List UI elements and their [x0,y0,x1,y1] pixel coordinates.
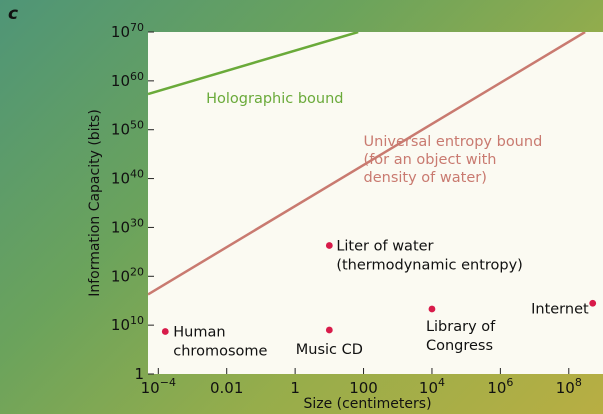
x-tick-exponent: 6 [506,376,513,389]
y-tick-exponent: 70 [130,21,144,34]
y-tick-label: 1060 [111,70,144,90]
y-tick-label: 1030 [111,216,144,236]
y-tick-base: 10 [111,170,130,188]
x-tick-label: 10−4 [141,376,176,397]
x-tick-label: 106 [487,376,513,397]
series-line-universal-entropy-bound [148,32,586,296]
y-tick-base: 10 [111,72,130,90]
series-label: (for an object with [364,152,497,168]
y-tick-label: 1050 [111,119,144,139]
x-tick-label: 104 [419,376,445,397]
x-tick-label: 108 [556,376,582,397]
x-tick-base: 10 [419,379,438,397]
y-tick-base: 10 [111,218,130,236]
y-tick-label: 1040 [111,168,144,188]
x-axis-label: Size (centimeters) [303,396,431,412]
x-tick-base: 10 [487,379,506,397]
data-point [325,326,333,334]
y-tick-exponent: 40 [130,168,144,181]
x-tick-base: 10 [141,379,160,397]
data-point [325,242,333,249]
data-point-label: Music CD [296,342,363,358]
data-point [589,299,597,307]
y-tick-exponent: 10 [130,314,144,327]
y-tick-label: 1070 [111,21,144,41]
y-tick-label: 1010 [111,314,144,334]
data-point-label: (thermodynamic entropy) [336,258,523,274]
data-point-label: Human [173,324,225,340]
data-point-label: Congress [426,338,493,354]
series-line-holographic-bound [148,32,359,96]
x-tick-base: 10 [556,379,575,397]
data-point-label: Library of [426,319,496,335]
data-point-label: Liter of water [336,239,433,255]
x-tick-exponent: 4 [438,376,445,389]
y-tick-label: 1020 [111,265,144,285]
y-tick-exponent: 60 [130,70,144,83]
data-point-label: chromosome [173,343,267,359]
plot-area [148,32,603,374]
y-axis-label: Information Capacity (bits) [87,109,103,297]
data-point [428,305,436,313]
x-tick-exponent: −4 [160,376,176,389]
y-tick-base: 10 [111,316,130,334]
panel-letter: c [8,4,19,24]
data-point-label: Internet [531,301,589,317]
y-tick-base: 10 [111,267,130,285]
y-tick-base: 10 [111,23,130,41]
x-tick-exponent: 8 [575,376,582,389]
x-tick-label: 100 [349,379,378,397]
y-tick-exponent: 30 [130,216,144,229]
x-tick-label: 0.01 [210,379,243,397]
y-tick-label: 1 [134,365,144,383]
y-tick-exponent: 50 [130,119,144,132]
series-label: density of water) [364,170,487,186]
series-label: Holographic bound [206,91,343,107]
x-tick-label: 1 [290,379,300,397]
data-point [161,328,169,335]
y-tick-exponent: 20 [130,265,144,278]
y-tick-base: 10 [111,121,130,139]
series-label: Universal entropy bound [364,134,543,150]
